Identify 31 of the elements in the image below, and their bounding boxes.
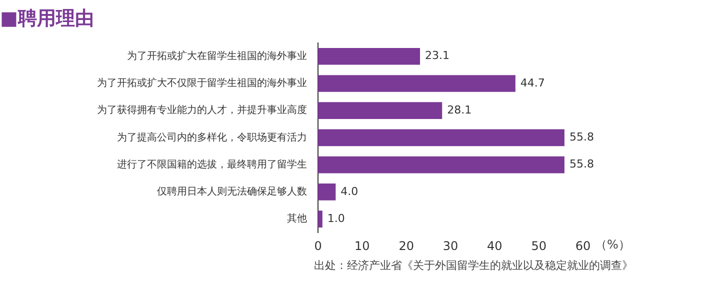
y-tick-label: 进行了不限国籍的选拔，最终聘用了留学生	[117, 158, 307, 170]
bar	[318, 102, 442, 119]
y-tick-label: 为了开拓或扩大在留学生祖国的海外事业	[127, 50, 307, 62]
x-tick-label: 10	[354, 238, 370, 253]
bar	[318, 75, 516, 92]
bar	[318, 184, 336, 200]
y-tick-label: 仅聘用日本人则无法确保足够人数	[157, 186, 307, 198]
text: ■聘用理由	[0, 7, 94, 30]
x-tick-label: 50	[531, 238, 546, 253]
data-label: 23.1	[425, 49, 450, 62]
x-tick-label: 60	[575, 238, 591, 253]
x-tick-label: 20	[398, 238, 414, 253]
x-tick-label: 40	[487, 238, 502, 253]
text: 出处：经济产业省《关于外国留学生的就业以及稳定就业的调查》	[314, 258, 633, 272]
data-label: 55.8	[569, 130, 594, 144]
y-tick-label: 为了获得拥有专业能力的人才，并提升事业高度	[97, 104, 307, 116]
bar	[318, 156, 564, 174]
bar	[318, 48, 420, 65]
y-tick-label: 其他	[287, 212, 307, 225]
data-label: 28.1	[447, 103, 472, 116]
x-tick-label: 30	[442, 238, 458, 253]
data-label: 55.8	[569, 158, 594, 171]
data-label: 44.7	[520, 76, 545, 90]
bar	[318, 210, 322, 228]
data-label: 1.0	[327, 212, 345, 225]
y-tick-label: 为了提高公司内的多样化，令职场更有活力	[117, 131, 307, 144]
x-tick-label: 0	[314, 238, 322, 253]
x-axis-title: （%）	[595, 238, 630, 252]
bar	[318, 129, 564, 146]
data-label: 4.0	[340, 184, 358, 198]
y-tick-label: 为了开拓或扩大不仅限于留学生祖国的海外事业	[97, 77, 307, 90]
